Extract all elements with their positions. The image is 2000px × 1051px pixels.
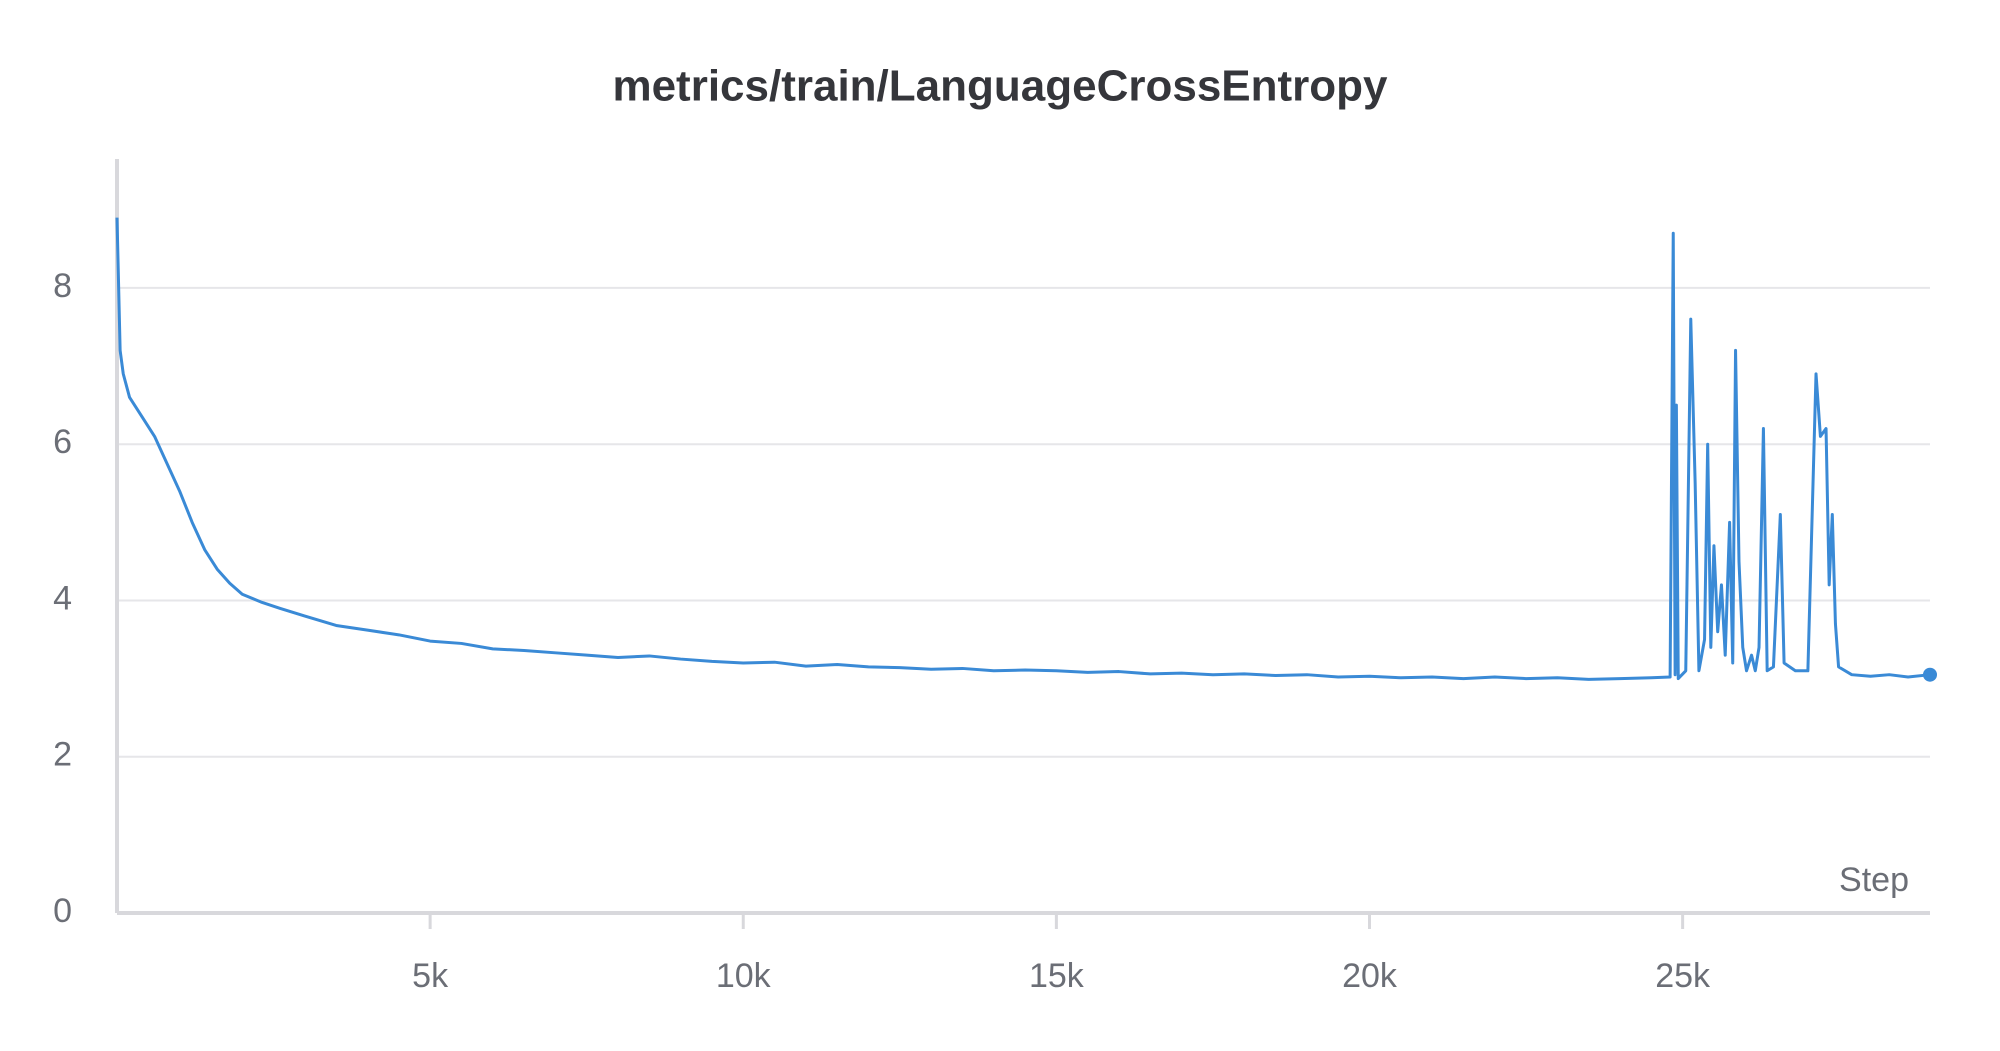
x-tick-label: 10k <box>716 957 772 995</box>
y-tick-label: 6 <box>53 423 72 461</box>
y-tick-label: 2 <box>53 736 72 774</box>
x-tick-label: 15k <box>1029 957 1085 995</box>
x-tick-label: 25k <box>1655 957 1711 995</box>
y-tick-label: 8 <box>53 267 72 305</box>
data-line <box>115 217 1931 681</box>
x-tick-label: 20k <box>1342 957 1398 995</box>
y-tick-label: 0 <box>53 892 72 930</box>
y-tick-label: 4 <box>53 579 72 617</box>
x-axis-label: Step <box>1839 861 1909 899</box>
x-tick-label: 5k <box>412 957 449 995</box>
chart-title: metrics/train/LanguageCrossEntropy <box>612 62 1388 111</box>
end-point <box>1923 667 1937 682</box>
